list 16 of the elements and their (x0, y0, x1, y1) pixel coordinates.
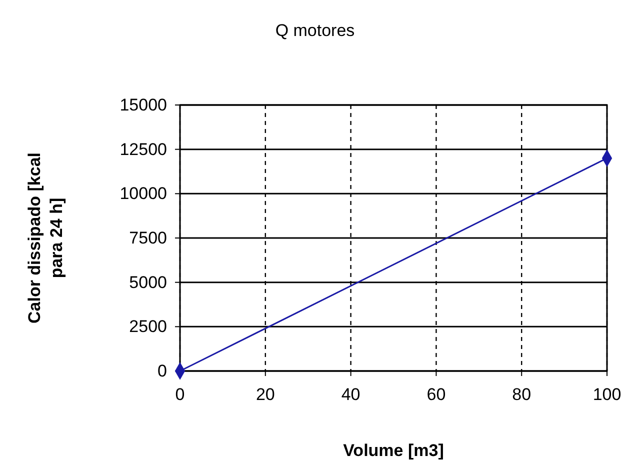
y-tick-label: 5000 (129, 272, 167, 292)
chart-title: Q motores (275, 21, 355, 40)
y-tick-label: 0 (158, 361, 167, 380)
x-tick-label: 0 (175, 385, 185, 404)
y-tick-label: 12500 (120, 140, 167, 159)
y-tick-label: 2500 (129, 317, 167, 336)
x-tick-label: 40 (341, 385, 360, 404)
y-tick-label: 15000 (120, 95, 167, 114)
x-tick-label: 20 (256, 385, 275, 404)
y-tick-label: 10000 (120, 184, 167, 204)
y-tick-label: 7500 (129, 228, 167, 248)
x-axis-title: Volume [m3] (343, 441, 444, 460)
x-tick-label: 100 (592, 385, 622, 404)
y-axis-title: Calor dissipado [kcal para 24 h] (25, 152, 66, 324)
x-tick-label: 60 (426, 385, 446, 404)
x-tick-label: 80 (512, 385, 532, 404)
